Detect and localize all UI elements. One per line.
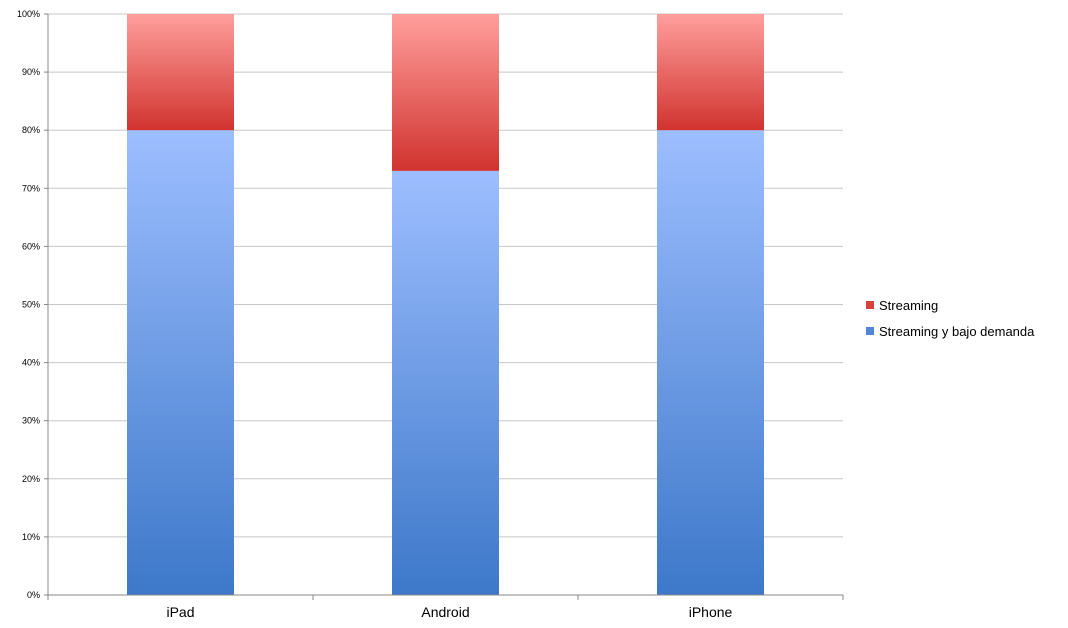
legend-swatch-streaming-bajo-demanda bbox=[866, 327, 874, 335]
y-tick-label: 90% bbox=[22, 67, 40, 77]
x-tick-label: Android bbox=[421, 604, 469, 620]
y-tick-label: 80% bbox=[22, 125, 40, 135]
x-tick-label: iPad bbox=[166, 604, 194, 620]
y-tick-label: 70% bbox=[22, 183, 40, 193]
y-tick-label: 60% bbox=[22, 241, 40, 251]
y-tick-label: 40% bbox=[22, 358, 40, 368]
x-tick-label: iPhone bbox=[689, 604, 733, 620]
legend-item-streaming-bajo-demanda: Streaming y bajo demanda bbox=[866, 318, 1034, 344]
bar-android-streaming bbox=[392, 14, 499, 171]
bar-iphone-streaming-bajo-demanda bbox=[657, 130, 764, 595]
legend-swatch-streaming bbox=[866, 301, 874, 309]
legend: Streaming Streaming y bajo demanda bbox=[866, 292, 1034, 344]
legend-item-streaming: Streaming bbox=[866, 292, 1034, 318]
legend-label-streaming-bajo-demanda: Streaming y bajo demanda bbox=[879, 323, 1035, 339]
bar-android-streaming-bajo-demanda bbox=[392, 170, 499, 595]
y-tick-label: 50% bbox=[22, 300, 40, 310]
bar-ipad-streaming-bajo-demanda bbox=[127, 130, 234, 595]
y-tick-label: 10% bbox=[22, 532, 40, 542]
legend-label-streaming: Streaming bbox=[879, 297, 939, 313]
bars bbox=[127, 14, 764, 595]
y-tick-label: 30% bbox=[22, 416, 40, 426]
bar-iphone-streaming bbox=[657, 14, 764, 131]
axes: 0% 10% 20% 30% 40% 50% 60% 70% 80% 90% 100% iPad And… bbox=[17, 9, 844, 620]
bar-ipad-streaming bbox=[127, 14, 234, 131]
y-tick-label: 20% bbox=[22, 474, 40, 484]
y-tick-label: 100% bbox=[17, 9, 40, 19]
y-tick-label: 0% bbox=[27, 590, 40, 600]
